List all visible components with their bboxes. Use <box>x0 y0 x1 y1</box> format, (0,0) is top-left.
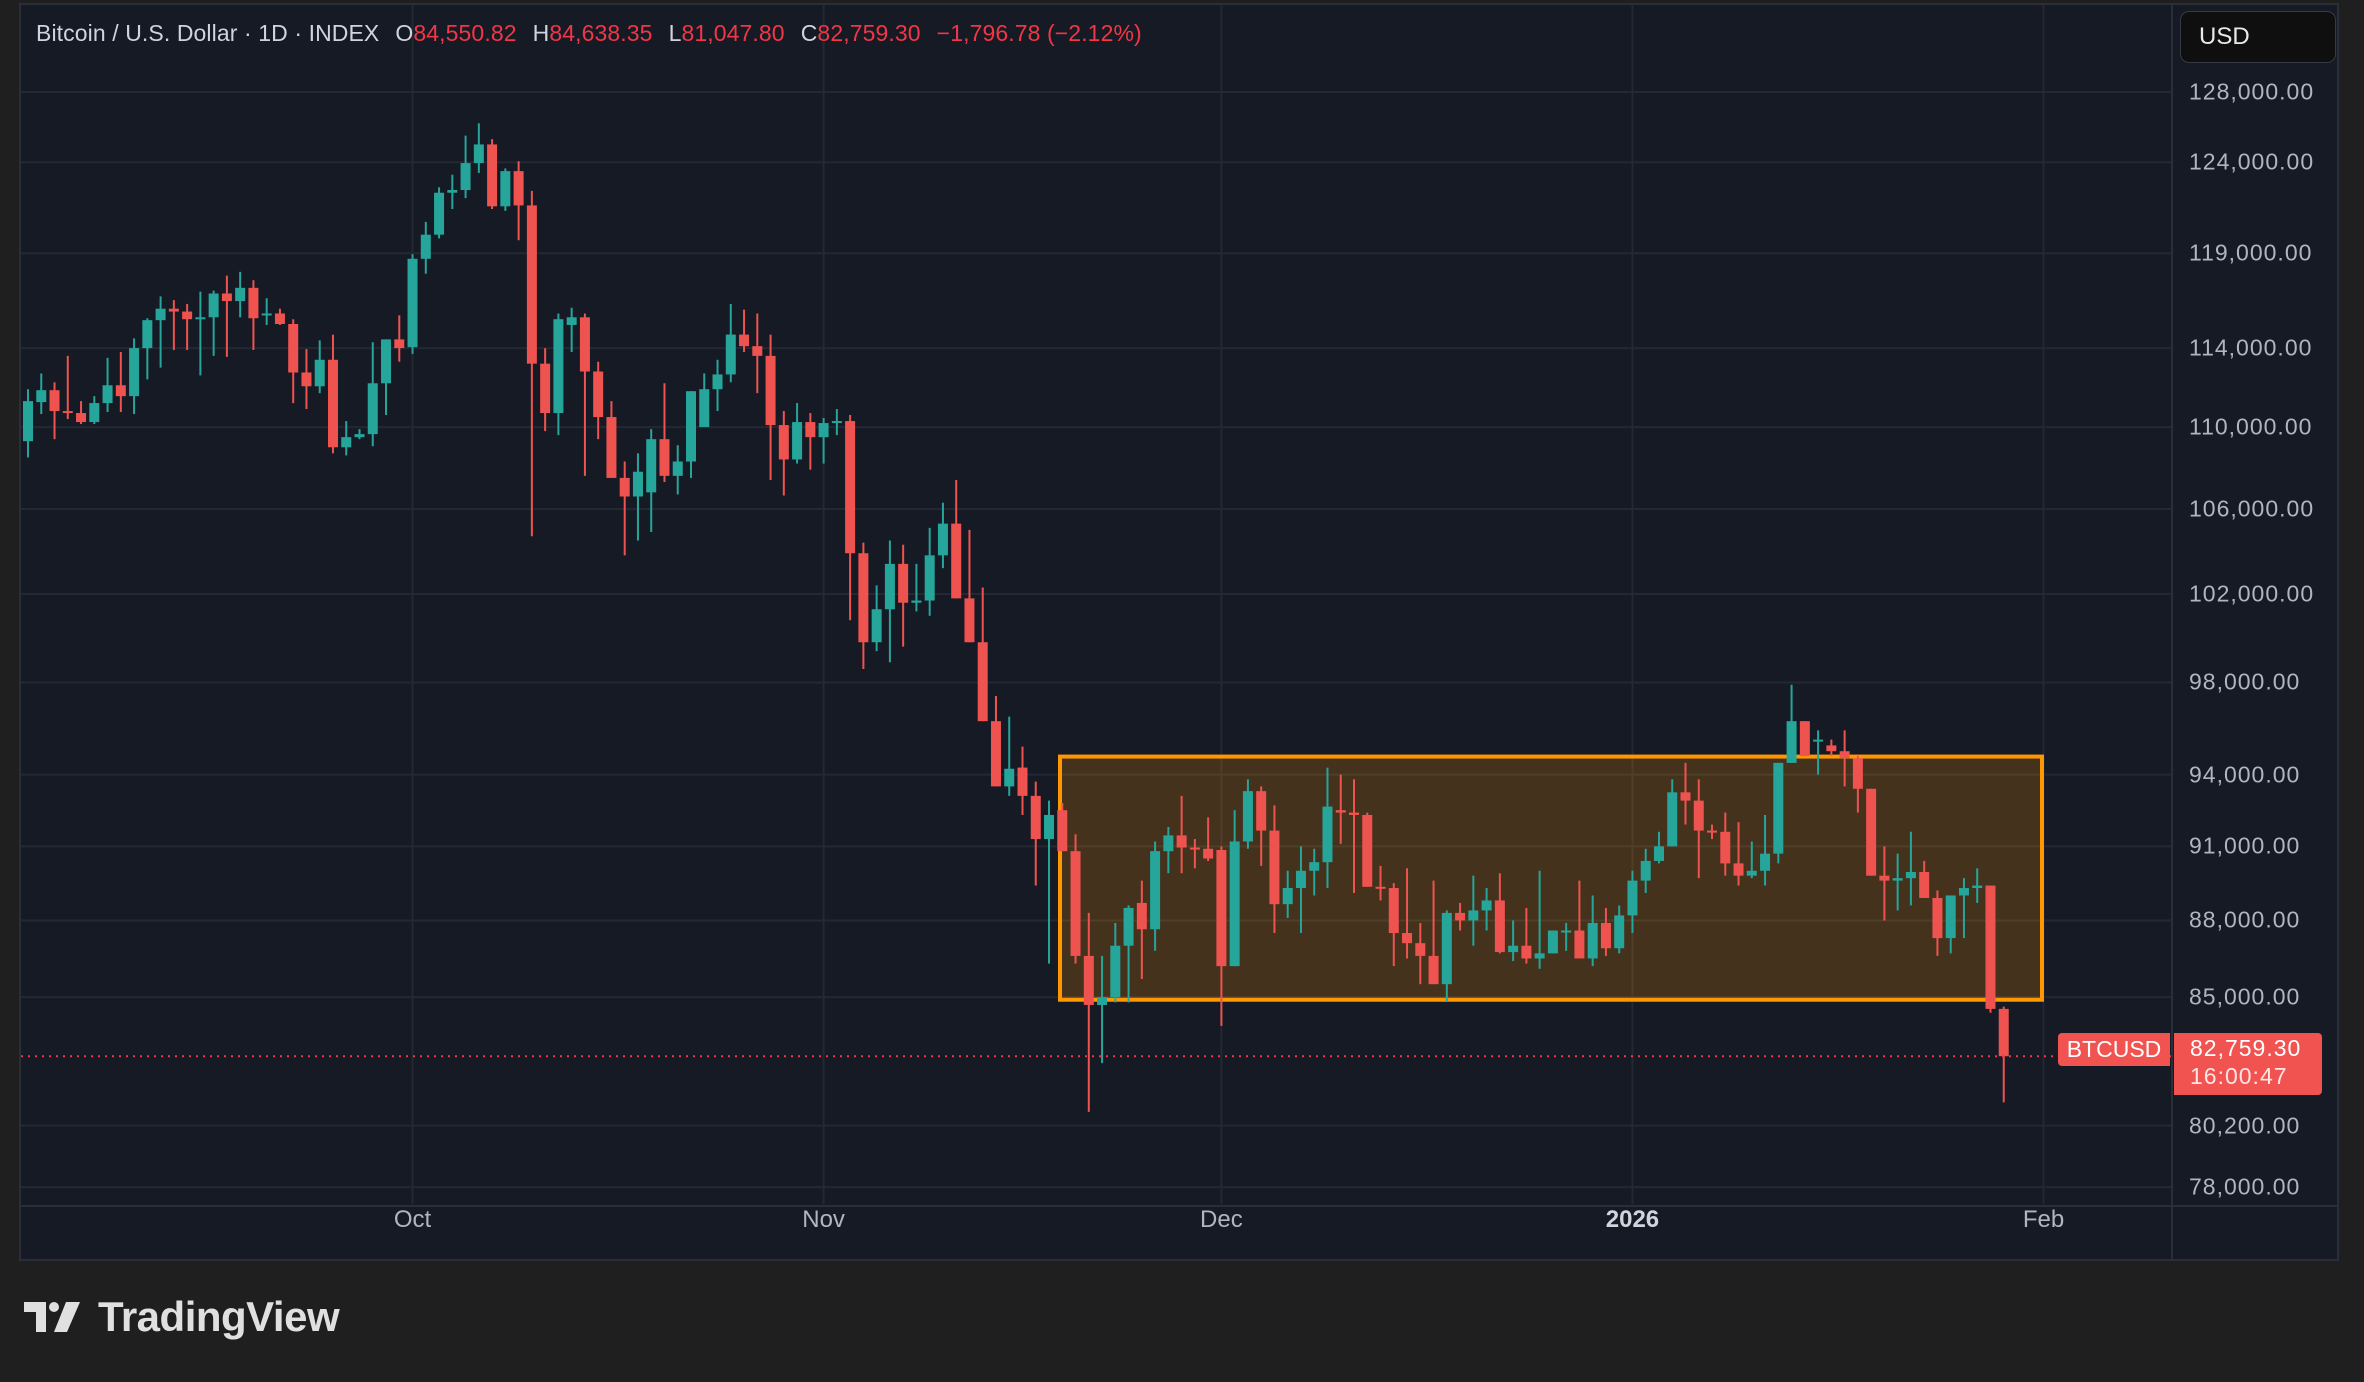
price-tick-label: 119,000.00 <box>2189 239 2313 266</box>
open-key: O <box>395 20 414 46</box>
currency-button[interactable]: USD <box>2180 11 2336 63</box>
high-key: H <box>532 20 550 46</box>
close-value: 82,759.30 <box>817 20 921 46</box>
last-price-value: 82,759.30 <box>2190 1035 2302 1061</box>
high-value: 84,638.35 <box>549 20 653 46</box>
last-price-tag: 82,759.30 16:00:47 <box>2174 1033 2322 1095</box>
price-tick-label: 106,000.00 <box>2189 495 2315 522</box>
time-tick-label: 2026 <box>1605 1206 1660 1233</box>
time-tick-label: Feb <box>2022 1206 2065 1233</box>
price-tick-label: 124,000.00 <box>2189 148 2315 175</box>
tradingview-logo-icon <box>24 1302 80 1332</box>
price-tick-label: 88,000.00 <box>2189 906 2301 933</box>
symbol-legend: Bitcoin / U.S. Dollar · 1D · INDEX O 84,5… <box>36 20 1142 47</box>
price-tick-label: 78,000.00 <box>2189 1173 2301 1200</box>
time-tick-label: Dec <box>1200 1206 1243 1233</box>
price-tick-label: 80,200.00 <box>2189 1112 2301 1139</box>
brand-name: TradingView <box>98 1293 340 1340</box>
low-key: L <box>668 20 682 46</box>
axis-borders <box>19 3 2339 1261</box>
candles <box>23 123 2009 1112</box>
price-tick-label: 85,000.00 <box>2189 983 2301 1010</box>
low-value: 81,047.80 <box>681 20 785 46</box>
price-tick-label: 114,000.00 <box>2189 334 2313 361</box>
open-value: 84,550.82 <box>413 20 517 46</box>
symbol-title: Bitcoin / U.S. Dollar · 1D · INDEX <box>36 20 380 46</box>
time-tick-label: Oct <box>393 1206 432 1233</box>
tradingview-brand[interactable]: TradingView <box>24 1292 340 1342</box>
close-key: C <box>800 20 818 46</box>
price-tick-label: 94,000.00 <box>2189 761 2301 788</box>
grid-lines <box>21 5 2172 1204</box>
chart-frame[interactable] <box>19 3 2339 1261</box>
price-tick-label: 110,000.00 <box>2189 413 2313 440</box>
symbol-price-tag: BTCUSD <box>2058 1033 2170 1066</box>
bar-countdown: 16:00:47 <box>2190 1063 2288 1089</box>
price-tick-label: 91,000.00 <box>2189 832 2301 859</box>
price-tick-label: 102,000.00 <box>2189 580 2315 607</box>
price-tick-label: 128,000.00 <box>2189 78 2315 105</box>
price-change: −1,796.78 (−2.12%) <box>936 20 1142 46</box>
time-tick-label: Nov <box>802 1206 845 1233</box>
price-tick-label: 98,000.00 <box>2189 668 2301 695</box>
